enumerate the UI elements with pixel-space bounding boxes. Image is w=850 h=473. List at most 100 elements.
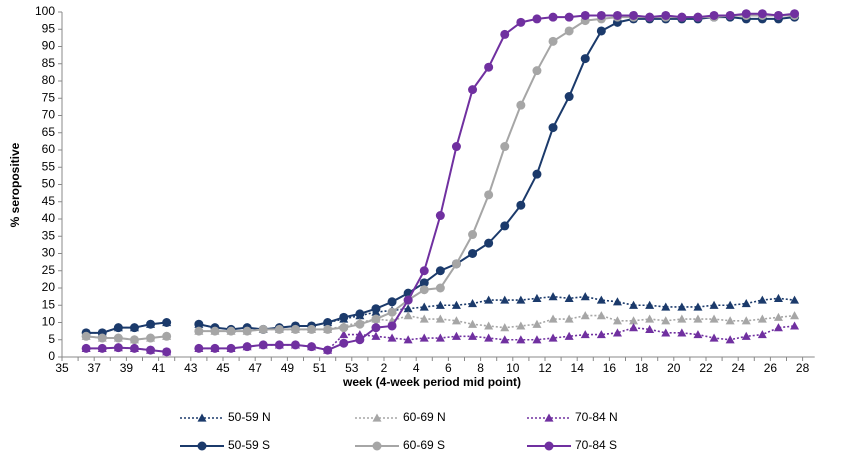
data-point (339, 338, 349, 348)
legend-label: 70-84 N (575, 410, 618, 424)
y-tick-label: 0 (48, 349, 55, 363)
data-point (419, 302, 429, 311)
data-point (419, 314, 429, 323)
x-tick-label: 10 (506, 361, 520, 375)
data-point (339, 312, 349, 322)
data-point (564, 92, 574, 102)
data-point (355, 335, 365, 345)
y-tick-label: 25 (42, 263, 56, 277)
data-point (693, 12, 703, 22)
data-point (500, 335, 510, 344)
data-point (468, 85, 478, 95)
data-point (645, 314, 655, 323)
data-point (516, 321, 526, 330)
x-tick-label: 18 (635, 361, 649, 375)
data-point (146, 319, 156, 329)
data-point (468, 299, 478, 308)
legend-label: 50-59 S (228, 438, 270, 452)
data-point (677, 302, 687, 311)
data-point (307, 324, 317, 334)
data-point (403, 311, 413, 320)
data-point (709, 10, 719, 20)
data-point (451, 331, 461, 340)
legend-marker (197, 441, 207, 451)
data-point (81, 343, 91, 353)
data-point (500, 323, 510, 332)
data-point (629, 10, 639, 20)
data-point (741, 316, 751, 325)
data-point (725, 316, 735, 325)
data-point (757, 9, 767, 19)
data-point (500, 221, 510, 231)
data-point (661, 328, 671, 337)
y-tick-label: 35 (42, 228, 56, 242)
y-axis-title: % seropositive (8, 142, 22, 227)
legend-label: 50-59 N (228, 410, 271, 424)
data-point (419, 333, 429, 342)
data-point (677, 12, 687, 22)
legend-marker (197, 413, 207, 422)
x-tick-label: 22 (699, 361, 713, 375)
x-tick-label: 28 (796, 361, 810, 375)
data-point (516, 200, 526, 210)
data-point (468, 230, 478, 240)
data-point (403, 295, 413, 305)
data-point (532, 14, 542, 24)
data-point (516, 335, 526, 344)
data-point (242, 326, 252, 336)
data-point (371, 314, 381, 324)
data-point (532, 335, 542, 344)
data-point (580, 292, 590, 301)
data-point (677, 314, 687, 323)
x-tick-label: 24 (732, 361, 746, 375)
data-point (451, 300, 461, 309)
data-point (194, 326, 204, 336)
x-tick-label: 2 (381, 361, 388, 375)
data-point (709, 333, 719, 342)
data-point (693, 330, 703, 339)
data-point (612, 297, 622, 306)
data-point (146, 345, 156, 355)
data-point (741, 9, 751, 19)
data-point (419, 285, 429, 295)
data-point (725, 335, 735, 344)
y-tick-label: 50 (42, 177, 56, 191)
data-point (773, 10, 783, 20)
data-point (355, 309, 365, 319)
x-tick-label: 6 (445, 361, 452, 375)
data-point (564, 314, 574, 323)
data-point (274, 324, 284, 334)
data-point (97, 333, 107, 343)
data-point (194, 343, 204, 353)
data-point (500, 142, 510, 152)
x-tick-label: 4 (413, 361, 420, 375)
x-tick-label: 43 (184, 361, 198, 375)
data-point (290, 324, 300, 334)
data-point (339, 330, 349, 339)
data-point (548, 123, 558, 133)
data-point (629, 323, 639, 332)
data-point (661, 302, 671, 311)
data-point (307, 342, 317, 352)
data-point (596, 26, 606, 36)
x-tick-label: 41 (152, 361, 166, 375)
data-point (403, 335, 413, 344)
data-point (612, 328, 622, 337)
data-point (500, 29, 510, 39)
data-point (500, 295, 510, 304)
x-tick-label: 20 (667, 361, 681, 375)
x-tick-label: 39 (120, 361, 134, 375)
data-point (790, 9, 800, 19)
x-tick-label: 14 (571, 361, 585, 375)
data-point (773, 323, 783, 332)
data-point (580, 54, 590, 64)
y-tick-label: 20 (42, 280, 56, 294)
y-tick-label: 95 (42, 21, 56, 35)
y-tick-label: 60 (42, 142, 56, 156)
x-axis-title: week (4-week period mid point) (342, 375, 521, 389)
data-point (451, 316, 461, 325)
data-point (612, 316, 622, 325)
data-point (387, 333, 397, 342)
data-point (580, 10, 590, 20)
